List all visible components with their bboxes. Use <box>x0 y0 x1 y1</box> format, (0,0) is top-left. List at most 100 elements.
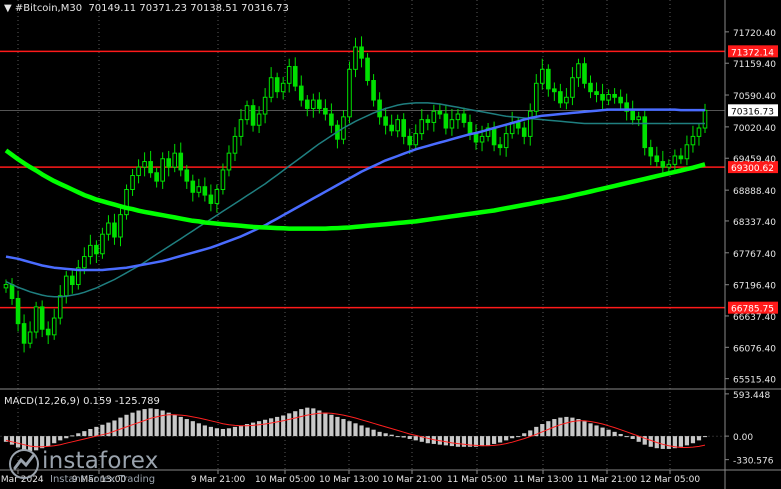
candle-body <box>3 284 9 289</box>
candle-body <box>359 46 364 59</box>
time-tick-label: 9 Mar 21:00 <box>191 475 246 485</box>
candle-body <box>539 68 545 84</box>
candle-body <box>166 158 172 168</box>
macd-histogram-bar <box>510 436 515 439</box>
time-tick-label: 8 Mar 2024 <box>0 475 44 485</box>
candle-body <box>425 119 431 123</box>
candle-body <box>298 85 304 101</box>
price-tick-label: 67196.40 <box>733 282 776 292</box>
macd-tick-label: -330.576 <box>733 457 774 467</box>
candle-body <box>124 188 129 216</box>
macd-histogram-bar <box>389 434 394 437</box>
candle-body <box>582 63 587 84</box>
candle-body <box>69 275 75 286</box>
macd-histogram-bar <box>570 417 575 437</box>
candle-body <box>389 124 394 132</box>
macd-histogram-bar <box>244 424 250 437</box>
macd-histogram-bar <box>263 419 268 437</box>
macd-histogram-bar <box>58 436 63 441</box>
candle-body <box>576 63 581 79</box>
macd-tick-label: 0.00 <box>733 433 753 443</box>
candle-body <box>461 113 467 123</box>
candle-body <box>106 222 111 235</box>
macd-histogram-bar <box>52 436 57 444</box>
ma-teal-line <box>5 102 705 298</box>
macd-histogram-bar <box>485 436 491 446</box>
candle-body <box>238 119 244 137</box>
candle-body <box>136 166 141 177</box>
ma-blue-line <box>5 108 705 272</box>
candle-body <box>564 96 569 104</box>
candle-body <box>630 110 635 121</box>
macd-histogram-bar <box>461 436 467 447</box>
price-tick-label: 66637.40 <box>733 313 776 323</box>
macd-histogram-bar <box>9 436 15 445</box>
macd-histogram-bar <box>666 436 671 449</box>
macd-histogram-bar <box>642 436 647 445</box>
price-tick-label: 68888.40 <box>733 187 776 197</box>
candle-body <box>672 155 678 165</box>
candle-body <box>702 109 708 129</box>
candle-body <box>455 113 461 121</box>
macd-histogram-bar <box>226 428 232 437</box>
macd-histogram-bar <box>293 411 298 437</box>
macd-histogram-bar <box>70 435 75 437</box>
ma-slow-line <box>4 148 706 231</box>
macd-histogram-bar <box>564 416 569 437</box>
candle-body <box>142 161 147 168</box>
candle-body <box>214 188 220 204</box>
candle-body <box>323 107 328 115</box>
macd-histogram-bar <box>498 436 503 443</box>
candle-body <box>154 172 159 182</box>
macd-histogram-bar <box>142 409 147 437</box>
macd-histogram-bar <box>250 422 256 437</box>
macd-histogram-bar <box>172 414 177 437</box>
macd-histogram-bar <box>606 429 611 437</box>
macd-histogram-bar <box>690 436 696 444</box>
macd-histogram-bar <box>636 436 641 442</box>
collapse-triangle-icon[interactable]: ▼ <box>4 3 15 14</box>
macd-histogram-bar <box>100 424 105 437</box>
macd-histogram-bar <box>377 431 382 437</box>
candle-body <box>184 169 190 182</box>
macd-histogram-bar <box>287 413 292 437</box>
candle-body <box>594 91 599 95</box>
candle-body <box>220 169 226 190</box>
macd-histogram-bar <box>395 436 400 438</box>
macd-histogram-bar <box>124 414 129 437</box>
macd-histogram-bar <box>528 430 533 437</box>
macd-histogram-bar <box>40 436 45 449</box>
candle-body <box>642 116 648 149</box>
chart-header: ▼ #Bitcoin,M30 70149.11 70371.23 70138.5… <box>4 3 289 14</box>
price-tick-label: 70590.40 <box>733 92 776 102</box>
macd-histogram-bar <box>618 433 623 437</box>
macd-tick-label: 593.448 <box>733 391 770 401</box>
price-tick-label: 68337.40 <box>733 218 776 228</box>
time-tick-label: 10 Mar 05:00 <box>255 475 315 485</box>
candle-body <box>552 88 557 93</box>
candle-body <box>130 175 135 190</box>
instaforex-logo-icon <box>9 449 39 479</box>
macd-histogram-bar <box>154 409 159 437</box>
macd-histogram-bar <box>401 436 406 438</box>
candle-body <box>377 99 382 118</box>
candle-body <box>76 267 81 286</box>
candle-body <box>118 214 123 238</box>
macd-histogram-bar <box>148 408 153 437</box>
candle-body <box>558 91 563 104</box>
candle-body <box>666 163 672 168</box>
candle-body <box>636 116 642 121</box>
candle-body <box>292 66 298 87</box>
candle-body <box>479 135 485 143</box>
level-label: 66785.75 <box>731 305 774 315</box>
macd-histogram-bar <box>112 420 117 437</box>
level-label-box <box>728 45 778 58</box>
candle-body <box>148 161 153 174</box>
macd-histogram-bar <box>184 419 189 437</box>
ohlc-values: 70149.11 70371.23 70138.51 70316.73 <box>88 3 289 14</box>
macd-histogram-bar <box>443 436 448 446</box>
candle-body <box>485 127 491 137</box>
candle-body <box>256 113 262 126</box>
candle-body <box>262 96 268 115</box>
